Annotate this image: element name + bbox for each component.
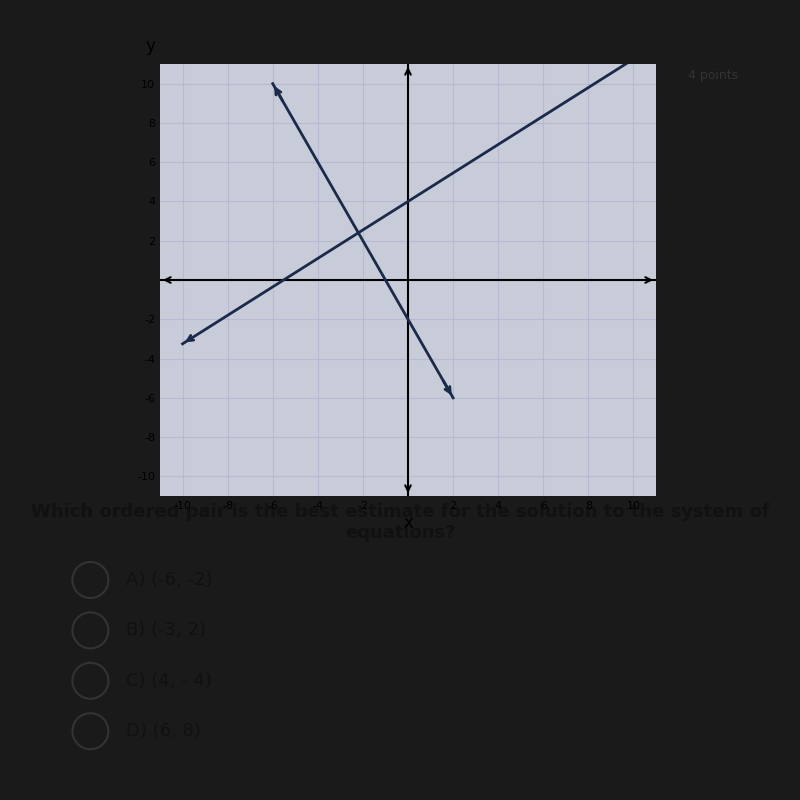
Text: D) (6, 8): D) (6, 8) (126, 722, 202, 740)
Text: C) (4, - 4): C) (4, - 4) (126, 672, 212, 690)
Text: B) (-3, 2): B) (-3, 2) (126, 622, 206, 639)
Text: 4 points: 4 points (688, 69, 738, 82)
X-axis label: x: x (403, 514, 413, 532)
Y-axis label: y: y (145, 38, 155, 55)
Text: Which ordered pair is the best estimate for the solution to the system of equati: Which ordered pair is the best estimate … (30, 503, 770, 542)
Text: A) (-6, -2): A) (-6, -2) (126, 571, 213, 589)
